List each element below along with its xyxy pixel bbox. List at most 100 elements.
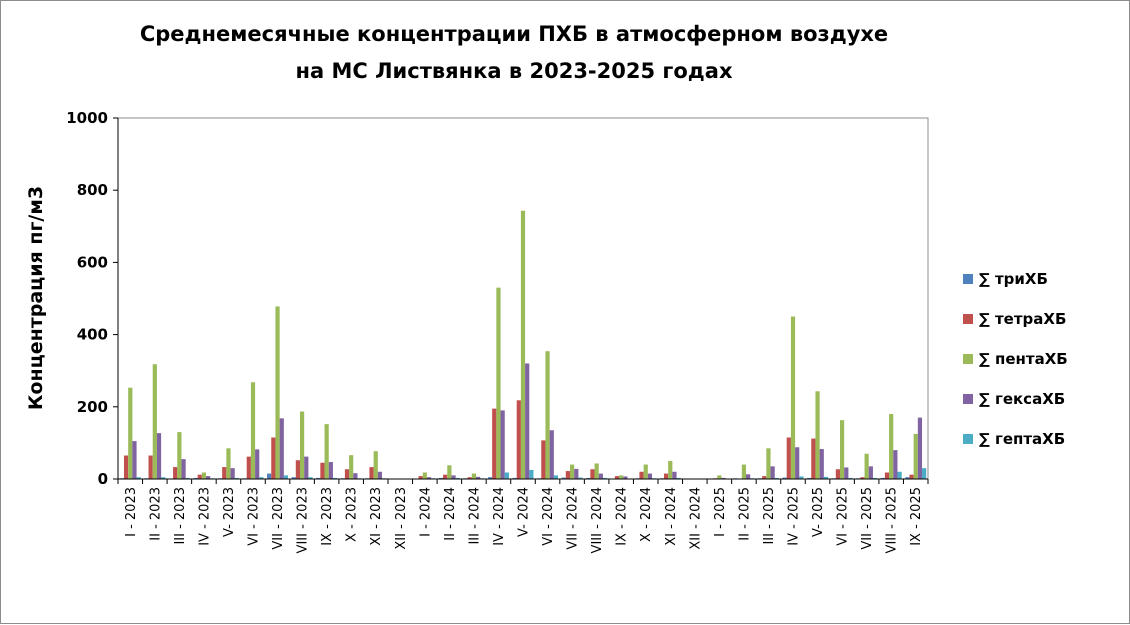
bar: [869, 466, 873, 479]
y-tick-label: 200: [77, 398, 108, 416]
bar: [885, 473, 889, 480]
bar: [909, 475, 913, 479]
bar: [787, 437, 791, 479]
bar: [173, 467, 177, 479]
bar: [922, 468, 926, 479]
bar: [525, 363, 529, 479]
bar: [280, 418, 284, 479]
bar: [746, 474, 750, 479]
bar: [529, 470, 533, 479]
x-tick-label: IV - 2023: [197, 487, 212, 546]
x-tick-label: I - 2025: [713, 487, 728, 537]
bar: [296, 460, 300, 479]
bar: [320, 463, 324, 479]
bar: [566, 471, 570, 479]
bar: [325, 424, 329, 479]
bar: [644, 465, 648, 479]
bar: [443, 475, 447, 479]
bar: [820, 449, 824, 479]
bar: [844, 467, 848, 479]
bar: [795, 447, 799, 479]
bar: [275, 306, 279, 479]
x-tick-label: IV - 2024: [492, 487, 507, 546]
x-tick-label: VIII - 2023: [296, 487, 311, 553]
bar: [893, 450, 897, 479]
bar: [222, 467, 226, 479]
chart-title-line-1: Среднемесячные концентрации ПХБ в атмосф…: [140, 22, 888, 46]
x-tick-label: III - 2023: [173, 487, 188, 545]
x-tick-label: VIII - 2025: [885, 487, 900, 553]
bar: [865, 454, 869, 479]
bar: [423, 473, 427, 480]
y-tick-label: 0: [98, 470, 108, 488]
y-tick-label: 600: [77, 253, 108, 271]
bar: [378, 472, 382, 479]
bar: [541, 440, 545, 479]
bar: [574, 469, 578, 479]
bar: [198, 475, 202, 479]
x-tick-label: III - 2025: [762, 487, 777, 545]
legend-entry: ∑ гексаХБ: [979, 390, 1065, 408]
y-tick-label: 400: [77, 326, 108, 344]
bar: [595, 463, 599, 479]
x-tick-label: II - 2024: [443, 487, 458, 541]
bar: [226, 448, 230, 479]
bar: [545, 351, 549, 479]
x-tick-label: X - 2024: [639, 487, 654, 542]
bar: [247, 457, 251, 479]
x-tick-label: VII - 2023: [271, 487, 286, 550]
bar: [304, 457, 308, 479]
bar: [664, 474, 668, 479]
x-tick-label: XII - 2023: [394, 487, 409, 550]
bar: [717, 475, 721, 479]
bar: [124, 456, 128, 479]
bar: [590, 469, 594, 479]
bar: [345, 469, 349, 479]
x-tick-label: VI - 2025: [836, 487, 851, 546]
legend-entry: ∑ гептаХБ: [979, 430, 1065, 448]
x-tick-label: IX - 2025: [909, 487, 924, 546]
bar: [550, 430, 554, 479]
bar: [128, 388, 132, 479]
legend-swatch: [963, 274, 973, 284]
x-tick-label: V- 2024: [517, 487, 532, 537]
x-tick-label: VI - 2024: [541, 487, 556, 546]
bar: [496, 288, 500, 479]
x-tick-label: IX - 2024: [615, 487, 630, 546]
bar: [353, 473, 357, 479]
x-tick-label: XII - 2024: [688, 487, 703, 550]
x-tick-label: X - 2023: [345, 487, 360, 542]
bar: [231, 468, 235, 479]
x-tick-label: IX - 2023: [320, 487, 335, 546]
bar: [918, 418, 922, 479]
legend-swatch: [963, 314, 973, 324]
bar: [811, 439, 815, 479]
bar: [157, 433, 161, 479]
legend-entry: ∑ пентаХБ: [979, 350, 1068, 368]
x-tick-label: II - 2023: [148, 487, 163, 541]
bar: [369, 467, 373, 479]
x-tick-label: II - 2025: [737, 487, 752, 541]
bar: [374, 451, 378, 479]
bar: [202, 473, 206, 480]
bar: [501, 410, 505, 479]
bar: [554, 475, 558, 479]
bar: [791, 317, 795, 479]
bar: [599, 474, 603, 479]
x-tick-label: XI - 2024: [664, 487, 679, 546]
bar: [889, 414, 893, 479]
y-tick-label: 1000: [66, 109, 108, 127]
x-tick-label: XI - 2023: [369, 487, 384, 546]
bar: [836, 469, 840, 479]
bar: [815, 391, 819, 479]
bar: [284, 475, 288, 479]
legend-entry: ∑ триХБ: [979, 270, 1048, 288]
legend: ∑ триХБ∑ тетраХБ∑ пентаХБ∑ гексаХБ∑ гепт…: [963, 270, 1068, 448]
chart-title-line-2: на МС Листвянка в 2023-2025 годах: [295, 59, 732, 83]
bar: [177, 432, 181, 479]
bar: [517, 400, 521, 479]
bar: [181, 459, 185, 479]
bar: [648, 474, 652, 479]
bar: [153, 364, 157, 479]
